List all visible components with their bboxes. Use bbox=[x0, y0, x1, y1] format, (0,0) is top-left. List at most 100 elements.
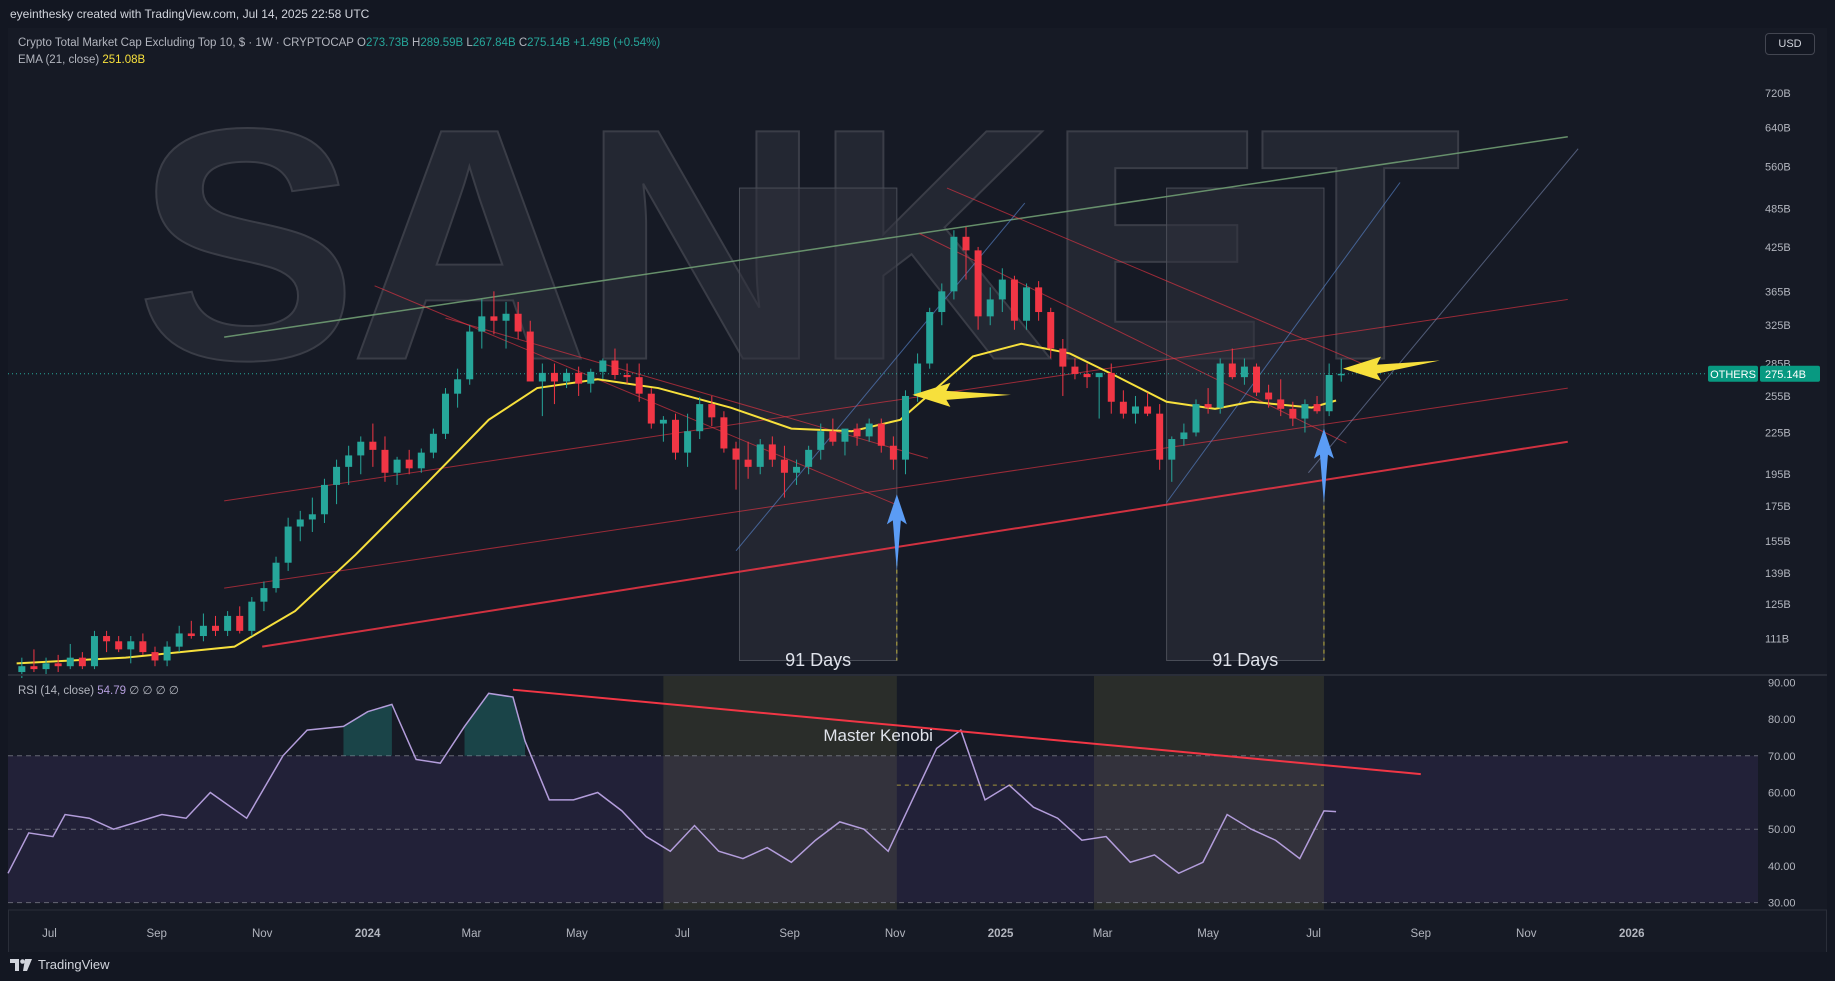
candle-body bbox=[780, 459, 788, 473]
trend-line-red-middle bbox=[224, 387, 1568, 589]
rsi-overbought-fill-2 bbox=[464, 693, 526, 756]
candle-body bbox=[1277, 399, 1285, 409]
candle-body bbox=[236, 615, 244, 631]
candle-body bbox=[163, 646, 171, 661]
price-legend: Crypto Total Market Cap Excluding Top 10… bbox=[18, 35, 660, 69]
candle-body bbox=[926, 312, 934, 364]
candle-body bbox=[986, 299, 994, 317]
candle-body bbox=[417, 452, 425, 469]
candle-body bbox=[671, 419, 679, 453]
candle-body bbox=[466, 331, 474, 380]
candle-body bbox=[151, 652, 159, 661]
tradingview-logo-icon bbox=[10, 958, 32, 971]
yellow-arrow-1 bbox=[912, 382, 1011, 407]
symbol-title[interactable]: Crypto Total Market Cap Excluding Top 10… bbox=[18, 37, 354, 49]
candle-body bbox=[454, 379, 462, 394]
tradingview-brand[interactable]: TradingView bbox=[10, 957, 110, 972]
price-axis-tick: 425B bbox=[1765, 242, 1791, 254]
rsi-label[interactable]: RSI (14, close) bbox=[18, 685, 95, 697]
candle-body bbox=[793, 466, 801, 473]
attribution-bar: eyeinthesky created with TradingView.com… bbox=[0, 0, 1835, 28]
candle-body bbox=[90, 636, 98, 667]
candle-body bbox=[1168, 439, 1176, 460]
price-axis-tick: 560B bbox=[1765, 161, 1791, 173]
candle-body bbox=[720, 417, 728, 449]
ohlc-close: 275.14B bbox=[527, 37, 571, 49]
candle-body bbox=[333, 466, 341, 485]
blue-arrow-1 bbox=[886, 494, 907, 571]
candle-body bbox=[381, 449, 389, 473]
candle-body bbox=[103, 636, 111, 642]
candle-body bbox=[599, 360, 607, 372]
candle-body bbox=[1047, 312, 1055, 349]
candle-body bbox=[502, 313, 510, 321]
candle-body bbox=[1325, 375, 1333, 412]
candle-body bbox=[490, 316, 498, 321]
candle-body bbox=[1301, 404, 1309, 419]
rsi-axis-tick: 80.00 bbox=[1768, 714, 1796, 726]
time-axis-tick: May bbox=[1197, 928, 1219, 940]
price-axis-tick: 325B bbox=[1765, 320, 1791, 332]
diag-line-blue-3 bbox=[1308, 148, 1579, 474]
price-axis-tick: 139B bbox=[1765, 568, 1791, 580]
candle-body bbox=[1265, 392, 1273, 400]
rsi-axis-tick: 30.00 bbox=[1768, 898, 1796, 910]
ema-label[interactable]: EMA (21, close) bbox=[18, 54, 100, 66]
candle-body bbox=[1156, 413, 1164, 460]
price-tag-text: 275.14B bbox=[1765, 369, 1806, 381]
channel-line-red-3 bbox=[919, 233, 1347, 444]
candle-body bbox=[478, 316, 486, 332]
candle-body bbox=[18, 666, 26, 673]
date-range-label-2: 91 Days bbox=[1212, 650, 1278, 670]
rsi-extra: ∅ ∅ ∅ ∅ bbox=[129, 685, 179, 697]
candle-body bbox=[841, 428, 849, 442]
price-axis-tick: 175B bbox=[1765, 501, 1791, 513]
candle-body bbox=[308, 514, 316, 520]
candle-body bbox=[66, 657, 74, 667]
candle-body bbox=[1010, 279, 1018, 321]
price-axis-tick: 485B bbox=[1765, 203, 1791, 215]
time-axis-tick: 2026 bbox=[1619, 928, 1645, 940]
time-axis-tick: Nov bbox=[885, 928, 906, 940]
candle-body bbox=[1192, 404, 1200, 433]
candle-body bbox=[696, 404, 704, 432]
candle-body bbox=[1071, 366, 1079, 374]
candle-body bbox=[1313, 404, 1321, 412]
candle-body bbox=[853, 428, 861, 437]
time-axis-tick: Sep bbox=[779, 928, 799, 940]
candle-body bbox=[865, 423, 873, 437]
ohlc-open: 273.73B bbox=[365, 37, 409, 49]
ema-line bbox=[16, 342, 1337, 665]
rsi-axis-tick: 40.00 bbox=[1768, 861, 1796, 873]
footer-bar bbox=[0, 952, 1835, 981]
price-axis-tick: 225B bbox=[1765, 427, 1791, 439]
price-axis-tick: 255B bbox=[1765, 391, 1791, 403]
yellow-arrow-2 bbox=[1342, 356, 1440, 381]
rsi-highlight-2 bbox=[1093, 675, 1324, 910]
candle-body bbox=[817, 431, 825, 450]
price-axis-tick: 720B bbox=[1765, 88, 1791, 100]
ema-value: 251.08B bbox=[102, 54, 146, 66]
rsi-axis-tick: 60.00 bbox=[1768, 788, 1796, 800]
candle-body bbox=[1204, 404, 1212, 408]
candle-body bbox=[611, 360, 619, 376]
trend-line-red-support bbox=[262, 440, 1568, 648]
candle-body bbox=[514, 313, 522, 332]
time-axis-tick: Jul bbox=[42, 928, 57, 940]
time-axis-tick: Nov bbox=[1516, 928, 1537, 940]
candle-body bbox=[1289, 408, 1297, 419]
time-axis-tick: Jul bbox=[1306, 928, 1321, 940]
candle-body bbox=[914, 363, 922, 396]
currency-button[interactable]: USD bbox=[1765, 33, 1815, 55]
time-axis-tick: Mar bbox=[462, 928, 482, 940]
candle-body bbox=[647, 393, 655, 424]
candle-body bbox=[538, 372, 546, 382]
ohlc-low: 267.84B bbox=[472, 37, 516, 49]
candle-body bbox=[732, 448, 740, 460]
time-axis-tick: Nov bbox=[252, 928, 273, 940]
blue-arrow-2 bbox=[1313, 428, 1334, 505]
candle-body bbox=[756, 444, 764, 467]
candle-body bbox=[526, 331, 534, 382]
symbol-tag-text: OTHERS bbox=[1710, 369, 1756, 381]
